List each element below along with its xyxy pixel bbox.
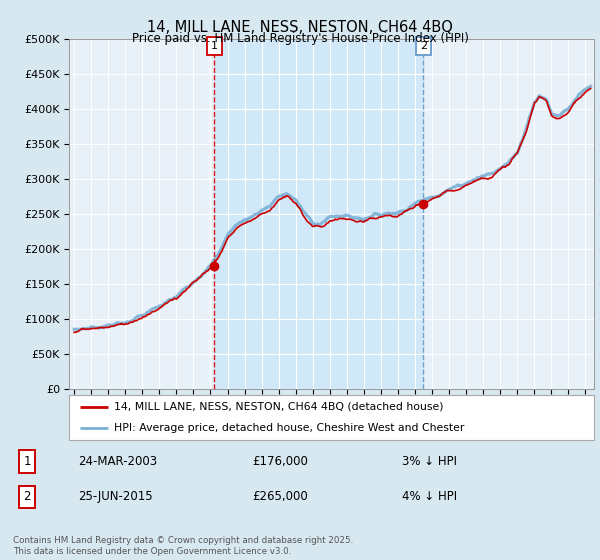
Text: 25-JUN-2015: 25-JUN-2015 bbox=[78, 491, 152, 503]
Text: 2: 2 bbox=[419, 41, 427, 51]
Text: £265,000: £265,000 bbox=[252, 491, 308, 503]
Text: HPI: Average price, detached house, Cheshire West and Chester: HPI: Average price, detached house, Ches… bbox=[113, 423, 464, 433]
Text: 24-MAR-2003: 24-MAR-2003 bbox=[78, 455, 157, 468]
Text: 4% ↓ HPI: 4% ↓ HPI bbox=[402, 491, 457, 503]
Text: Price paid vs. HM Land Registry's House Price Index (HPI): Price paid vs. HM Land Registry's House … bbox=[131, 32, 469, 45]
Bar bbox=[214, 39, 423, 389]
Text: 14, MILL LANE, NESS, NESTON, CH64 4BQ: 14, MILL LANE, NESS, NESTON, CH64 4BQ bbox=[147, 20, 453, 35]
Text: 1: 1 bbox=[211, 41, 218, 51]
Text: 1: 1 bbox=[23, 455, 31, 468]
Text: Contains HM Land Registry data © Crown copyright and database right 2025.
This d: Contains HM Land Registry data © Crown c… bbox=[13, 536, 353, 556]
Text: £176,000: £176,000 bbox=[252, 455, 308, 468]
Text: 2: 2 bbox=[23, 491, 31, 503]
Text: 3% ↓ HPI: 3% ↓ HPI bbox=[402, 455, 457, 468]
Text: 14, MILL LANE, NESS, NESTON, CH64 4BQ (detached house): 14, MILL LANE, NESS, NESTON, CH64 4BQ (d… bbox=[113, 402, 443, 412]
